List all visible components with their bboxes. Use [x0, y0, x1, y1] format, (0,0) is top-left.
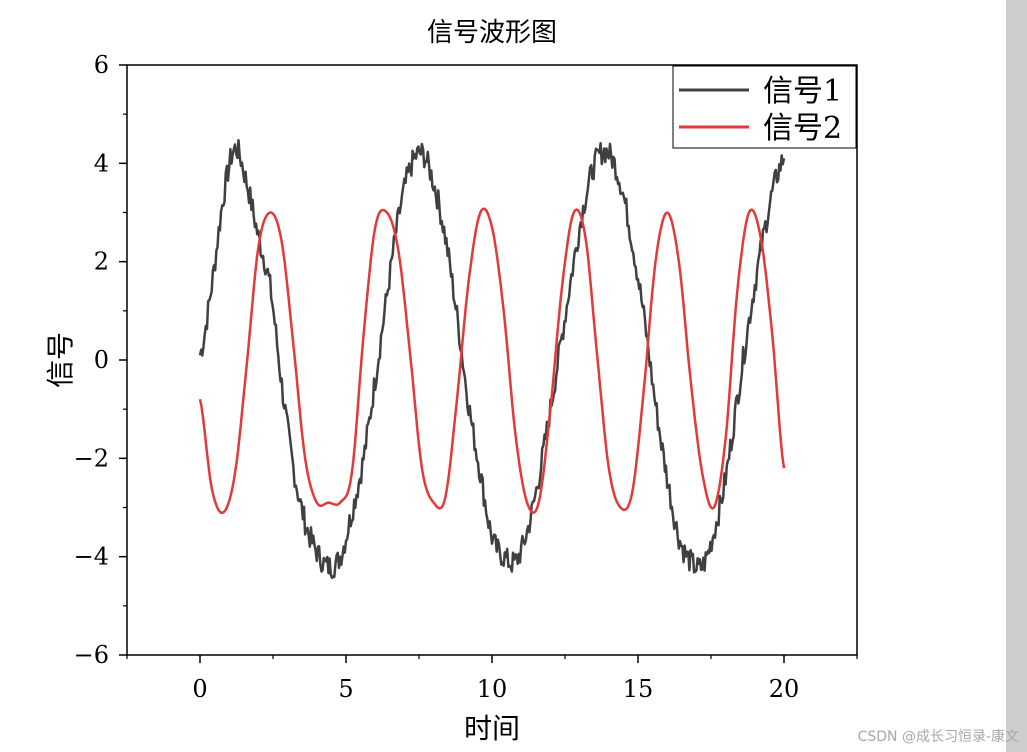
y-tick-label: 2: [94, 248, 109, 276]
watermark: CSDN @成长习恒录-康文: [857, 729, 1019, 745]
y-tick-label: 6: [94, 51, 109, 79]
x-tick-label: 15: [623, 675, 654, 703]
x-tick-label: 10: [477, 675, 508, 703]
y-axis-label: 信号: [44, 332, 77, 388]
y-tick-label: 0: [94, 346, 109, 374]
vertical-scrollbar[interactable]: [1006, 0, 1027, 752]
series-line-1: [198, 138, 786, 580]
legend-label-2: 信号2: [763, 111, 842, 146]
series-line-2: [198, 207, 786, 515]
x-tick-label: 5: [338, 675, 353, 703]
x-tick-label: 20: [769, 675, 800, 703]
axis-ticks: 0 5 10 15 20 −6 −4 −2 0 2 4 6: [74, 51, 858, 703]
series-lines: [198, 138, 786, 580]
legend: 信号1 信号2: [672, 65, 857, 149]
y-tick-label: 4: [94, 149, 109, 177]
legend-box: [672, 65, 857, 149]
chart: 信号波形图 0 5 10 15 20 −6 −4 −2 0 2 4 6 信号1 信号2 时间 信号: [44, 18, 858, 745]
chart-title: 信号波形图: [427, 18, 557, 48]
x-tick-label: 0: [192, 675, 207, 703]
legend-label-1: 信号1: [763, 74, 842, 109]
y-tick-label: −4: [74, 543, 109, 571]
y-tick-label: −2: [74, 444, 109, 472]
x-axis-label: 时间: [464, 712, 520, 745]
y-tick-label: −6: [74, 641, 109, 669]
